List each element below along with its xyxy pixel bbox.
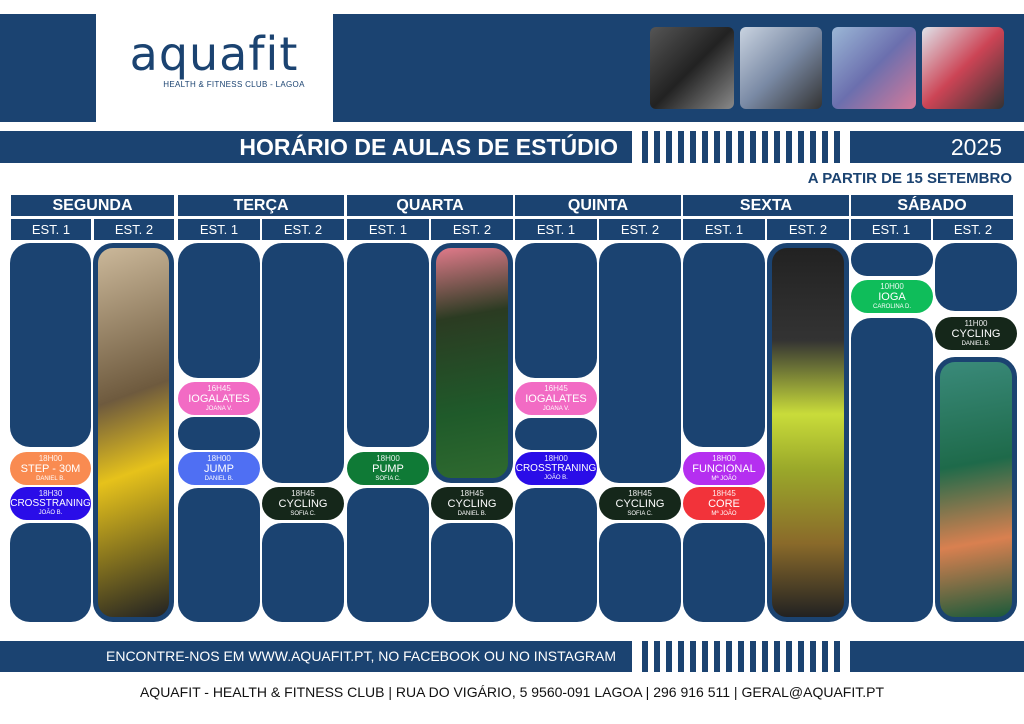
class-slot[interactable]: 18H00 PUMP SOFIA C. bbox=[347, 452, 429, 485]
class-slot[interactable]: 16H45 IOGALATES JOANA V. bbox=[515, 382, 597, 415]
day-friday: SEXTA bbox=[683, 195, 849, 216]
logo: aquafit HEALTH & FITNESS CLUB - LAGOA bbox=[96, 14, 332, 122]
empty-slot bbox=[599, 523, 681, 622]
empty-slot bbox=[347, 243, 429, 447]
gym-photo bbox=[935, 357, 1017, 622]
studio-header: EST. 1 bbox=[515, 219, 597, 240]
class-slot[interactable]: 18H45 CYCLING SOFIA C. bbox=[262, 487, 344, 520]
class-slot[interactable]: 18H30 CROSSTRANING JOÃO B. bbox=[10, 487, 91, 520]
header-photo-3 bbox=[832, 27, 916, 109]
studio-header: EST. 2 bbox=[767, 219, 849, 240]
studio-header: EST. 2 bbox=[94, 219, 174, 240]
studio-header: EST. 1 bbox=[11, 219, 91, 240]
stripes-decoration bbox=[642, 131, 840, 163]
address-line: AQUAFIT - HEALTH & FITNESS CLUB | RUA DO… bbox=[139, 684, 885, 700]
empty-slot bbox=[262, 523, 344, 622]
year: 2025 bbox=[850, 131, 1024, 163]
empty-slot bbox=[515, 418, 597, 450]
day-tuesday: TERÇA bbox=[178, 195, 344, 216]
stripes-decoration bbox=[642, 641, 840, 672]
empty-slot bbox=[262, 243, 344, 483]
empty-slot bbox=[178, 488, 260, 622]
page-title: HORÁRIO DE AULAS DE ESTÚDIO bbox=[0, 131, 632, 163]
empty-slot bbox=[683, 523, 765, 622]
class-slot[interactable]: 18H45 CYCLING DANIEL B. bbox=[431, 487, 513, 520]
empty-slot bbox=[10, 523, 91, 622]
class-slot[interactable]: 18H00 STEP - 30M DANIEL B. bbox=[10, 452, 91, 485]
studio-header: EST. 1 bbox=[683, 219, 765, 240]
studio-header: EST. 2 bbox=[599, 219, 681, 240]
start-date: A PARTIR DE 15 SETEMBRO bbox=[807, 170, 1012, 187]
day-thursday: QUINTA bbox=[515, 195, 681, 216]
class-slot[interactable]: 16H45 IOGALATES JOANA V. bbox=[178, 382, 260, 415]
contact-banner: ENCONTRE-NOS EM WWW.AQUAFIT.PT, NO FACEB… bbox=[0, 641, 632, 672]
day-monday: SEGUNDA bbox=[11, 195, 174, 216]
empty-slot bbox=[178, 243, 260, 378]
gym-photo bbox=[767, 243, 849, 622]
studio-header: EST. 2 bbox=[933, 219, 1013, 240]
studio-header: EST. 1 bbox=[347, 219, 429, 240]
header-band-left bbox=[0, 14, 96, 122]
footer-band-right bbox=[850, 641, 1024, 672]
empty-slot bbox=[935, 243, 1017, 311]
empty-slot bbox=[683, 243, 765, 447]
empty-slot bbox=[851, 318, 933, 622]
day-wednesday: QUARTA bbox=[347, 195, 513, 216]
studio-header: EST. 2 bbox=[262, 219, 344, 240]
header-photo-4 bbox=[922, 27, 1004, 109]
gym-photo bbox=[431, 243, 513, 483]
header-photo-2 bbox=[740, 27, 822, 109]
class-slot[interactable]: 11H00 CYCLING DANIEL B. bbox=[935, 317, 1017, 350]
gym-photo bbox=[93, 243, 174, 622]
class-slot[interactable]: 18H00 FUNCIONAL Mª JOÃO bbox=[683, 452, 765, 485]
empty-slot bbox=[515, 488, 597, 622]
class-slot[interactable]: 18H00 JUMP DANIEL B. bbox=[178, 452, 260, 485]
studio-header: EST. 1 bbox=[851, 219, 931, 240]
class-slot[interactable]: 10H00 IOGA CAROLINA D. bbox=[851, 280, 933, 313]
empty-slot bbox=[347, 488, 429, 622]
class-slot[interactable]: 18H45 CYCLING SOFIA C. bbox=[599, 487, 681, 520]
day-saturday: SÁBADO bbox=[851, 195, 1013, 216]
studio-header: EST. 1 bbox=[178, 219, 260, 240]
class-slot[interactable]: 18H45 CORE Mª JOÃO bbox=[683, 487, 765, 520]
empty-slot bbox=[599, 243, 681, 483]
empty-slot bbox=[10, 243, 91, 447]
empty-slot bbox=[851, 243, 933, 276]
empty-slot bbox=[515, 243, 597, 378]
empty-slot bbox=[431, 523, 513, 622]
empty-slot bbox=[178, 417, 260, 450]
studio-header: EST. 2 bbox=[431, 219, 513, 240]
header-photo-1 bbox=[650, 27, 734, 109]
class-slot[interactable]: 18H00 CROSSTRANING JOÃO B. bbox=[515, 452, 597, 485]
